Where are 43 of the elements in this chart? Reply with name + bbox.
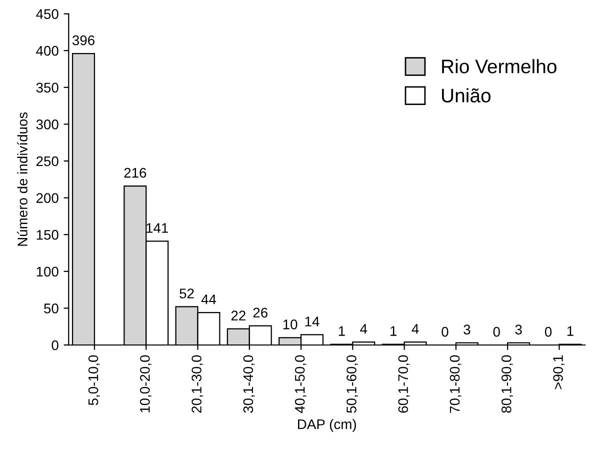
x-axis-title: DAP (cm) <box>298 418 356 432</box>
data-label: 3 <box>515 324 522 334</box>
x-tick-label: 80,1-90,0 <box>501 355 513 413</box>
y-tick-label: 350 <box>36 82 58 93</box>
y-tick-label: 0 <box>52 340 58 350</box>
y-tick-label: 100 <box>36 266 58 277</box>
y-tick-label: 450 <box>36 9 58 19</box>
data-label: 4 <box>360 324 368 334</box>
x-tick-label: 10,0-20,0 <box>140 355 152 412</box>
y-tick-label: 400 <box>36 46 58 56</box>
x-tick-label: 40,1-50,0 <box>294 355 306 414</box>
y-tick-label: 150 <box>36 230 58 240</box>
data-label: 14 <box>305 316 320 326</box>
data-label: 0 <box>493 326 500 337</box>
data-label: 22 <box>231 310 246 320</box>
data-label: 0 <box>442 326 448 337</box>
y-axis-title: Número de indivíduos <box>17 112 28 246</box>
y-tick-label: 50 <box>44 304 58 314</box>
data-label: 26 <box>253 308 268 318</box>
y-tick-label: 250 <box>36 156 58 166</box>
x-tick-label: >90,1 <box>553 355 565 390</box>
legend-label: União <box>442 88 490 102</box>
x-tick-label: 70,1-80,0 <box>450 355 462 413</box>
data-label: 1 <box>567 326 574 336</box>
x-tick-label: 50,1-60,0 <box>346 355 358 413</box>
x-tick-label: 30,1-40,0 <box>243 355 255 413</box>
y-tick-label: 200 <box>36 193 58 203</box>
data-label: 4 <box>412 324 419 334</box>
data-label: 396 <box>72 35 94 46</box>
x-tick-label: 20,1-30,0 <box>192 355 204 413</box>
data-label: 44 <box>201 294 216 304</box>
data-label: 141 <box>146 223 168 233</box>
data-label: 1 <box>390 326 397 336</box>
data-label: 216 <box>124 168 146 178</box>
data-label: 0 <box>544 326 552 337</box>
x-tick-label: 60,1-70,0 <box>398 355 410 413</box>
legend-label: Rio Vermelho <box>442 59 556 74</box>
data-label: 3 <box>464 324 470 334</box>
x-tick-label: 5,0-10,0 <box>88 355 100 406</box>
data-label: 52 <box>180 288 194 298</box>
data-label: 1 <box>338 326 345 336</box>
data-label: 10 <box>283 320 298 330</box>
y-tick-label: 300 <box>36 120 58 130</box>
